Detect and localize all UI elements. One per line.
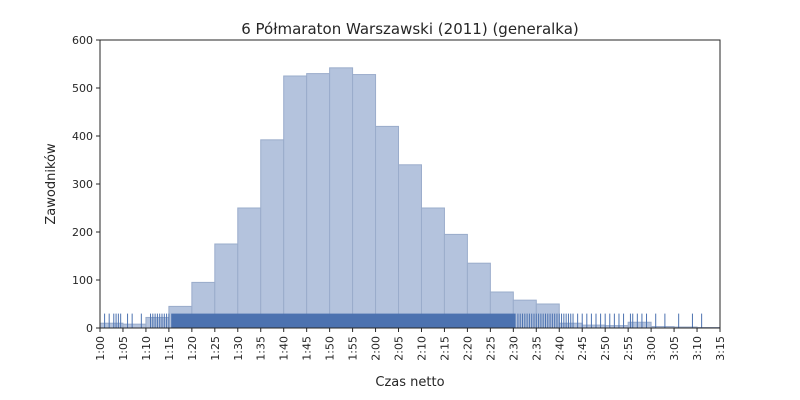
histogram-bar xyxy=(237,207,262,329)
x-tick-label: 1:20 xyxy=(186,336,199,361)
rug-band xyxy=(171,313,516,328)
histogram-bar xyxy=(260,139,285,329)
x-tick-label: 2:45 xyxy=(576,336,589,361)
y-tick-label: 600 xyxy=(72,34,93,47)
x-tick-label: 2:10 xyxy=(415,336,428,361)
x-tick-label: 3:15 xyxy=(714,336,727,361)
x-tick-label: 1:05 xyxy=(117,336,130,361)
y-tick-label: 200 xyxy=(72,226,93,239)
histogram-bar xyxy=(122,323,147,329)
y-tick-label: 0 xyxy=(86,322,93,335)
histogram-bar xyxy=(627,321,652,329)
x-tick-label: 1:10 xyxy=(140,336,153,361)
x-tick-label: 1:35 xyxy=(255,336,268,361)
y-axis: 0 100 200 300 400 500 600 xyxy=(72,34,100,335)
y-tick-label: 100 xyxy=(72,274,93,287)
x-tick-label: 1:45 xyxy=(301,336,314,361)
bars-group xyxy=(99,67,721,329)
x-axis: 1:00 1:05 1:10 1:15 1:20 1:25 1:30 1:35 1:40 1:45… xyxy=(94,328,727,361)
x-axis-label: Czas netto xyxy=(375,375,444,390)
histogram-bar xyxy=(306,73,331,329)
rug-group xyxy=(104,313,703,328)
chart-title: 6 Półmaraton Warszawski (2011) (generalk… xyxy=(241,20,579,38)
x-tick-label: 3:00 xyxy=(645,336,658,361)
x-tick-label: 2:40 xyxy=(553,336,566,361)
x-tick-label: 2:35 xyxy=(530,336,543,361)
x-tick-label: 2:00 xyxy=(370,336,383,361)
y-tick-label: 300 xyxy=(72,178,93,191)
histogram-bar xyxy=(352,74,377,329)
x-tick-label: 3:05 xyxy=(668,336,681,361)
y-tick-label: 500 xyxy=(72,82,93,95)
x-tick-label: 2:15 xyxy=(438,336,451,361)
x-tick-label: 2:25 xyxy=(484,336,497,361)
x-tick-label: 1:50 xyxy=(324,336,337,361)
y-axis-label: Zawodników xyxy=(44,143,59,225)
x-tick-label: 1:25 xyxy=(209,336,222,361)
y-tick-label: 400 xyxy=(72,130,93,143)
histogram-bar xyxy=(375,125,400,329)
x-tick-label: 2:50 xyxy=(599,336,612,361)
x-tick-label: 1:15 xyxy=(163,336,176,361)
x-tick-label: 1:55 xyxy=(347,336,360,361)
histogram-bar xyxy=(283,75,308,329)
x-tick-label: 3:10 xyxy=(691,336,704,361)
histogram-bar xyxy=(329,67,354,329)
x-tick-label: 2:30 xyxy=(507,336,520,361)
x-tick-label: 1:00 xyxy=(94,336,107,361)
x-tick-label: 1:30 xyxy=(232,336,245,361)
x-tick-label: 2:05 xyxy=(393,336,406,361)
histogram-bar xyxy=(398,164,422,329)
histogram-bar xyxy=(99,322,124,329)
histogram-bar xyxy=(420,207,445,329)
x-tick-label: 1:40 xyxy=(278,336,291,361)
x-tick-label: 2:20 xyxy=(461,336,474,361)
x-tick-label: 2:55 xyxy=(622,336,635,361)
